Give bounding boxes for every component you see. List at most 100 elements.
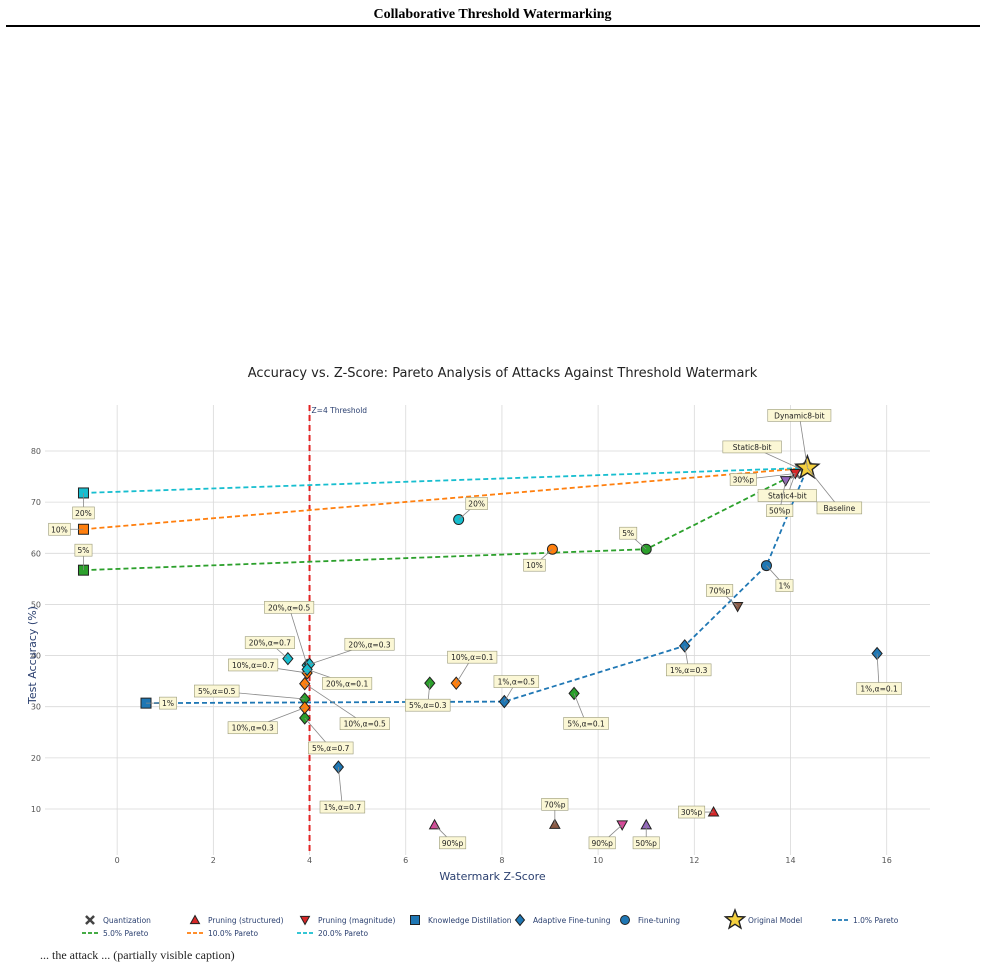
page-title: Collaborative Threshold Watermarking [373, 7, 612, 22]
data-label: 10%,α=0.3 [232, 724, 274, 733]
y-tick-label: 30 [31, 703, 41, 712]
data-label-box [72, 506, 95, 520]
data-label-box [447, 650, 498, 664]
x-tick-label: 10 [593, 856, 603, 865]
caption-text: ... the attack ... (partially visible ca… [40, 948, 235, 962]
label-connector [304, 683, 365, 725]
data-label-box [523, 558, 546, 572]
data-label: 20% [468, 500, 485, 509]
data-label-box [439, 836, 467, 850]
legend-marker-shape [299, 915, 311, 926]
data-label-box [706, 584, 734, 597]
data-label: 90%p [591, 839, 613, 848]
data-label: 1% [162, 699, 174, 708]
legend-marker [620, 915, 630, 925]
data-label-box [722, 440, 782, 454]
data-label-box [588, 836, 616, 850]
data-label-box [678, 805, 706, 819]
legend-marker-shape [723, 908, 747, 930]
data-label-box [816, 501, 863, 515]
data-label: 1%,α=0.3 [670, 666, 708, 675]
data-label: Dynamic8-bit [774, 411, 824, 420]
x-tick-label: 4 [307, 856, 312, 865]
legend-marker [299, 915, 311, 926]
data-label: 20% [75, 509, 92, 518]
data-label-box [244, 636, 295, 649]
label-connector [798, 415, 808, 468]
legend-label: 10.0% Pareto [208, 929, 258, 938]
data-label: 90%p [442, 839, 464, 848]
legend-label: 1.0% Pareto [853, 916, 899, 925]
x-axis-label: Watermark Z-Score [439, 870, 546, 883]
data-label: 10%,α=0.7 [232, 661, 274, 670]
data-label: 5%,α=0.3 [409, 701, 447, 710]
data-label-box [308, 741, 354, 755]
data-label: 1%,α=0.7 [324, 803, 362, 812]
data-label: 5% [622, 529, 634, 538]
data-label: 50%p [636, 839, 658, 848]
data-label: 5%,α=0.7 [312, 744, 350, 753]
data-label-box [339, 717, 390, 730]
data-label: Baseline [823, 504, 855, 513]
legend-marker [514, 913, 526, 927]
data-label-box [493, 675, 540, 688]
pareto-line-200pareto [83, 466, 808, 494]
data-label: 20%,α=0.7 [249, 639, 291, 648]
data-label: 10% [51, 525, 68, 534]
data-label: 5%,α=0.5 [198, 687, 236, 696]
y-tick-label: 80 [31, 447, 41, 456]
legend-label: Adaptive Fine-tuning [533, 916, 611, 925]
data-label-box [757, 489, 817, 502]
data-label-box [228, 658, 279, 672]
legend-label: 5.0% Pareto [103, 929, 149, 938]
data-label: 20%,α=0.3 [348, 640, 390, 649]
x-tick-label: 0 [115, 856, 120, 865]
y-tick-label: 40 [31, 652, 41, 661]
data-label-box [344, 637, 395, 651]
x-tick-label: 14 [785, 856, 795, 865]
y-tick-label: 50 [31, 600, 41, 609]
data-label: 20%,α=0.1 [326, 679, 368, 688]
legend-marker-shape [189, 914, 201, 925]
y-axis-label: Test Accuracy (%) [26, 606, 39, 705]
data-label: 1%,α=0.5 [498, 678, 536, 687]
x-tick-label: 6 [403, 856, 408, 865]
legend-marker-shape [514, 913, 526, 927]
pareto-line-50pareto [83, 467, 808, 572]
data-label-box [74, 543, 93, 557]
header-rule [6, 25, 980, 27]
data-label-box [856, 682, 902, 695]
pruning-structured--point-shape [707, 806, 720, 817]
data-label-box [264, 600, 315, 614]
data-label: 1%,α=0.1 [860, 685, 898, 694]
legend-marker-shape [410, 915, 420, 925]
pruning-structured--point [428, 818, 441, 830]
legend-marker [723, 908, 747, 930]
data-label: 5% [78, 546, 90, 555]
chart-title: Accuracy vs. Z-Score: Pareto Analysis of… [248, 366, 758, 381]
data-label: 10% [526, 561, 543, 570]
data-label-box [729, 473, 757, 486]
data-label-box [48, 522, 71, 536]
x-tick-label: 12 [689, 856, 699, 865]
x-tick-label: 16 [882, 856, 892, 865]
legend-marker [85, 915, 95, 925]
data-label-box [666, 663, 712, 677]
data-label-box [194, 684, 240, 698]
data-label: 30%p [733, 476, 755, 485]
data-label: 20%,α=0.5 [268, 603, 310, 612]
y-tick-label: 20 [31, 754, 41, 763]
y-tick-label: 60 [31, 549, 41, 558]
data-label-box [159, 696, 177, 710]
data-label: Static8-bit [733, 443, 772, 452]
legend-marker-shape [85, 915, 95, 925]
data-label-box [319, 800, 366, 814]
x-tick-label: 8 [499, 856, 504, 865]
pareto-line-100pareto [83, 467, 808, 531]
data-label: 30%p [681, 808, 703, 817]
pruning-structured--point [707, 806, 720, 817]
label-connector [807, 467, 840, 509]
data-label-box [619, 526, 638, 540]
label-connector [337, 767, 343, 808]
